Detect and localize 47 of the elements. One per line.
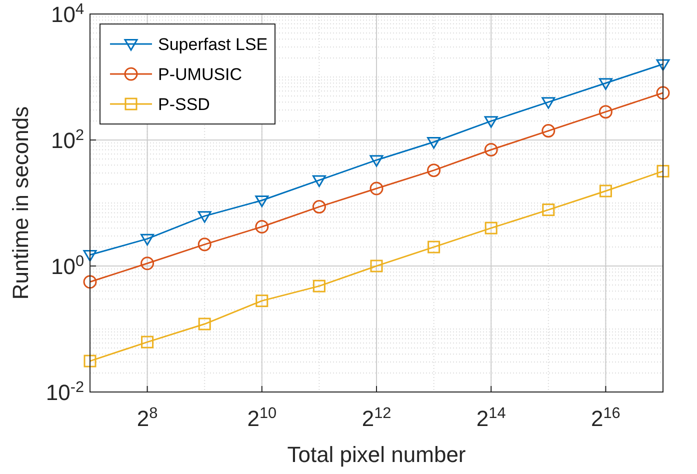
point xyxy=(656,59,670,71)
point xyxy=(370,260,383,272)
point xyxy=(255,220,269,234)
y-tick-label: 10$^{0}$ xyxy=(50,252,84,279)
point xyxy=(428,240,440,254)
point xyxy=(198,238,212,252)
point xyxy=(312,200,326,214)
point xyxy=(542,97,556,109)
y-axis-title: Runtime in seconds xyxy=(8,106,33,300)
legend-label: Superfast LSE xyxy=(158,35,268,54)
point xyxy=(83,275,97,289)
point xyxy=(598,78,612,90)
point xyxy=(370,182,384,196)
x-tick-label: 2$^{8}$ xyxy=(136,404,158,431)
point xyxy=(255,195,269,208)
point xyxy=(198,211,212,223)
point xyxy=(599,184,612,198)
point xyxy=(427,137,441,149)
point xyxy=(84,354,96,368)
point xyxy=(484,116,498,128)
point xyxy=(140,256,154,270)
x-tick-label: 2$^{14}$ xyxy=(476,404,506,431)
point xyxy=(140,234,154,246)
point xyxy=(542,124,556,138)
x-tick-label: 2$^{10}$ xyxy=(247,404,277,431)
point xyxy=(83,250,97,262)
point xyxy=(427,164,441,178)
point xyxy=(256,294,268,308)
point xyxy=(484,222,498,234)
point xyxy=(141,336,154,348)
point xyxy=(598,105,612,119)
point xyxy=(312,175,326,187)
x-tick-label: 2$^{12}$ xyxy=(362,404,392,431)
point xyxy=(312,280,326,292)
point xyxy=(198,318,211,330)
point xyxy=(542,204,555,216)
x-axis-title: Total pixel number xyxy=(287,442,466,467)
y-tick-label: 10$^{4}$ xyxy=(50,0,84,27)
legend-label: P-UMUSIC xyxy=(158,65,242,84)
point xyxy=(656,86,670,100)
point xyxy=(484,143,498,157)
y-tick-label: 10$^{-2}$ xyxy=(46,378,84,405)
point xyxy=(370,155,384,167)
point xyxy=(656,164,670,178)
legend-label: P-SSD xyxy=(158,95,210,114)
x-tick-label: 2$^{16}$ xyxy=(591,404,620,431)
y-tick-label: 10$^{2}$ xyxy=(50,126,84,153)
